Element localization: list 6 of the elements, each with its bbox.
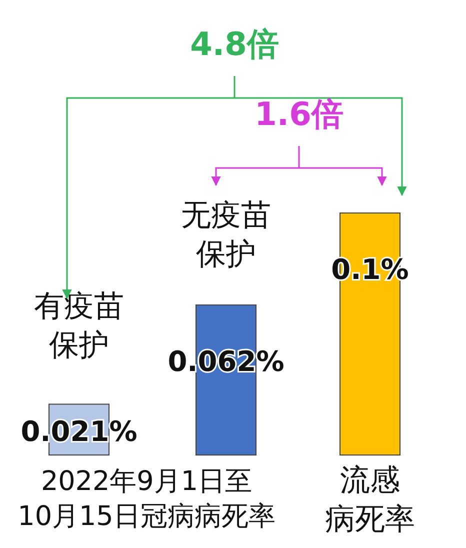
text: 2022年9月1日至10月15日冠病病死率: [18, 466, 276, 532]
x-tick-label: 流感病死率: [325, 463, 415, 537]
x-tick-label: 无疫苗保护: [181, 198, 271, 272]
text: 1.6倍: [254, 95, 344, 133]
text: 4.8倍: [190, 25, 279, 63]
x-tick-label: 有疫苗保护: [34, 289, 124, 364]
